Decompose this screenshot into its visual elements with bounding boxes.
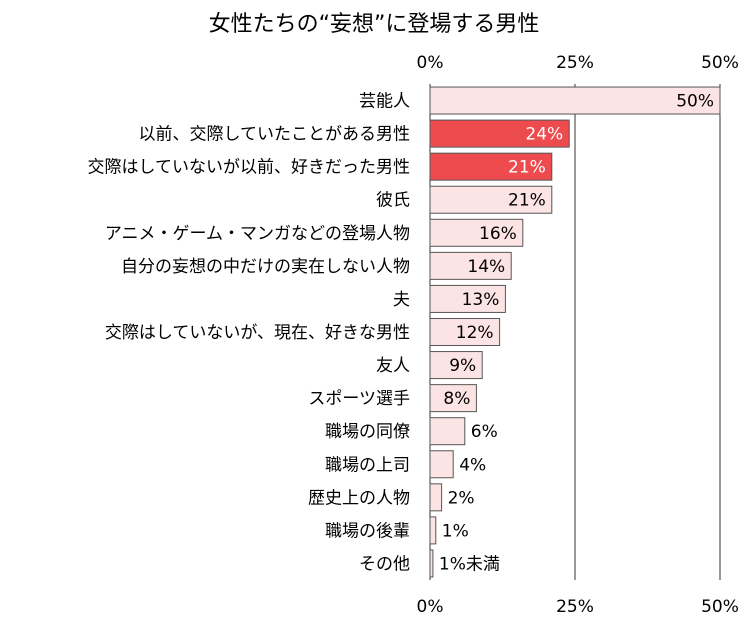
value-label-7: 12% <box>456 323 494 343</box>
value-label-3: 21% <box>508 191 546 211</box>
category-label-12: 歴史上の人物 <box>308 488 410 508</box>
x-tick-label-bottom-2: 50% <box>701 597 739 617</box>
category-label-8: 友人 <box>376 356 410 376</box>
category-label-2: 交際はしていないが以前、好きだった男性 <box>88 158 411 178</box>
x-tick-label-bottom-1: 25% <box>556 597 594 617</box>
value-label-5: 14% <box>467 257 505 277</box>
x-tick-label-bottom-0: 0% <box>417 597 444 617</box>
bar-3 <box>429 185 553 214</box>
bar-2 <box>429 152 553 181</box>
x-tick-label-top-2: 50% <box>701 53 739 73</box>
category-label-9: スポーツ選手 <box>308 389 410 409</box>
value-label-6: 13% <box>462 290 500 310</box>
category-label-1: 以前、交際していたことがある男性 <box>139 125 411 145</box>
x-tick-label-top-0: 0% <box>417 53 444 73</box>
chart-title: 女性たちの“妄想”に登場する男性 <box>208 12 540 37</box>
value-label-9: 8% <box>443 389 470 409</box>
category-label-3: 彼氏 <box>376 191 410 211</box>
bar-5 <box>429 251 512 280</box>
bar-12 <box>429 483 443 512</box>
bar-13 <box>429 516 437 545</box>
value-label-13: 1% <box>442 521 469 541</box>
category-label-14: その他 <box>359 554 410 574</box>
value-label-8: 9% <box>449 356 476 376</box>
x-tick-label-top-1: 25% <box>556 53 594 73</box>
category-label-6: 夫 <box>393 290 410 310</box>
value-label-12: 2% <box>448 488 475 508</box>
bar-14 <box>429 549 434 578</box>
bar-6 <box>429 284 506 313</box>
value-label-10: 6% <box>471 422 498 442</box>
bar-4 <box>429 218 524 247</box>
category-label-0: 芸能人 <box>359 92 410 112</box>
value-label-11: 4% <box>459 455 486 475</box>
category-label-10: 職場の同僚 <box>325 422 410 442</box>
bar-7 <box>429 318 501 346</box>
value-label-2: 21% <box>508 158 546 178</box>
category-label-13: 職場の後輩 <box>325 521 410 541</box>
bar-0 <box>429 86 721 115</box>
category-label-5: 自分の妄想の中だけの実在しない人物 <box>121 257 410 277</box>
value-label-4: 16% <box>479 224 517 244</box>
bar-11 <box>429 450 454 479</box>
bar-9 <box>429 384 477 413</box>
category-label-4: アニメ・ゲーム・マンガなどの登場人物 <box>105 224 410 244</box>
value-label-0: 50% <box>676 92 714 112</box>
value-label-1: 24% <box>525 125 563 145</box>
bar-10 <box>429 417 466 446</box>
category-label-7: 交際はしていないが、現在、好きな男性 <box>105 323 410 343</box>
bar-8 <box>429 351 483 380</box>
bar-1 <box>429 119 570 148</box>
category-label-11: 職場の上司 <box>325 455 410 475</box>
value-label-14: 1%未満 <box>439 554 500 574</box>
